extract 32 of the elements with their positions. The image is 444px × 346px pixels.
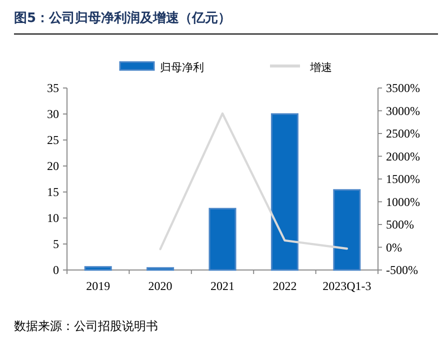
- y2-tick-label: 500%: [386, 218, 414, 232]
- y2-tick-label: 2000%: [386, 149, 420, 164]
- x-tick-label: 2020: [148, 279, 172, 293]
- bar: [146, 267, 174, 271]
- x-tick-label: 2021: [210, 279, 234, 293]
- y-tick-label: 0: [53, 263, 59, 277]
- x-tick-label: 2023Q1-3: [322, 279, 372, 293]
- legend-label: 归母净利: [160, 61, 204, 74]
- y-tick-label: 20: [47, 159, 59, 173]
- bar: [333, 189, 361, 271]
- bar: [270, 113, 298, 271]
- x-tick-label: 2019: [86, 279, 110, 293]
- y-tick-label: 30: [47, 107, 59, 121]
- y2-tick-label: 3500%: [386, 81, 420, 95]
- y2-tick-label: 1000%: [386, 194, 420, 209]
- source-note: 数据来源：公司招股说明书: [14, 319, 158, 333]
- y2-tick-label: 1500%: [386, 172, 420, 186]
- chart-title: 图5：公司归母净利润及增速（亿元）: [14, 10, 232, 26]
- y2-tick-label: 2500%: [386, 126, 420, 140]
- x-tick-label: 2022: [272, 279, 297, 293]
- line-series: [159, 112, 348, 250]
- y-tick-label: 10: [47, 211, 59, 225]
- y-tick-label: 15: [47, 185, 59, 199]
- y-tick-label: 25: [47, 133, 59, 147]
- y-tick-label: 35: [47, 81, 59, 95]
- y2-tick-label: -500%: [386, 263, 418, 277]
- bar: [84, 266, 112, 271]
- bar: [208, 208, 236, 271]
- y2-tick-label: 3000%: [386, 104, 420, 118]
- legend-label: 增速: [309, 61, 332, 74]
- y2-tick-label: 0%: [386, 240, 402, 254]
- y-tick-label: 5: [53, 237, 59, 251]
